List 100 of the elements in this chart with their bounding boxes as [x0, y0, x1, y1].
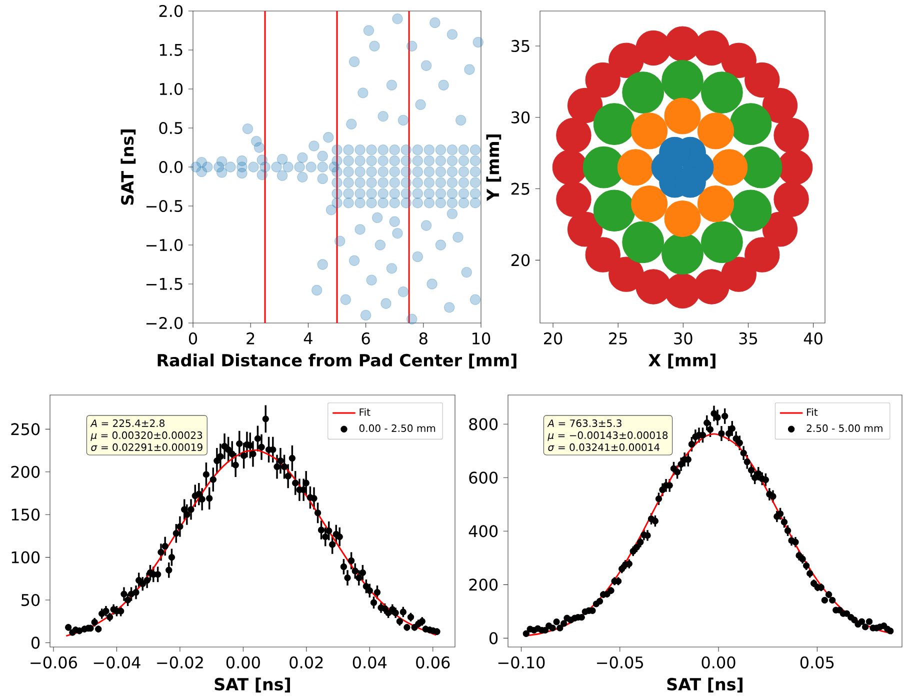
point	[721, 256, 756, 292]
x-axis-title: Radial Distance from Pad Center [mm]	[158, 354, 516, 368]
x-tick-label: −0.06	[30, 656, 77, 668]
legend-label: 0.00 - 2.50 mm	[359, 424, 436, 432]
point	[622, 221, 664, 264]
point	[556, 118, 592, 153]
x-tick-label: 6	[362, 332, 370, 344]
y-tick-label: 600	[469, 472, 498, 484]
point	[664, 200, 701, 238]
point	[664, 273, 700, 308]
y-tick-label: 0	[489, 632, 498, 644]
point	[697, 186, 734, 222]
y-tick-label: 150	[12, 508, 40, 521]
y-tick-label: 25	[511, 182, 530, 195]
point	[697, 112, 734, 150]
y-tick-label: 200	[469, 578, 498, 591]
x-tick-label: 0.05	[800, 656, 834, 668]
x-tick-label: 0.06	[416, 656, 450, 668]
point	[567, 88, 603, 124]
y-tick-label: 35	[511, 40, 530, 52]
y-axis-title: SAT [ns]	[120, 130, 136, 205]
point	[744, 237, 780, 272]
x-tick-label: 30	[674, 332, 692, 344]
x-tick-label: −0.04	[94, 656, 140, 668]
y-tick-label: 200	[11, 466, 40, 478]
annotation: μ = 0.00320±0.00023	[90, 431, 202, 441]
point	[567, 212, 603, 247]
x-tick-label: 25	[609, 332, 627, 344]
y-tick-label: 2.0	[159, 4, 183, 18]
x-tick-label: −0.10	[498, 656, 545, 668]
x-tick-label: 8	[419, 332, 428, 344]
annotation: μ = −0.00143±0.00018	[548, 431, 668, 441]
point	[631, 112, 668, 150]
annotation: σ = 0.02291±0.00019	[91, 443, 202, 451]
x-axis-title: SAT [ns]	[667, 678, 742, 692]
y-tick-label: −1.5	[146, 278, 182, 290]
x-tick-label: −0.05	[597, 656, 643, 668]
point	[744, 62, 780, 98]
point	[585, 62, 620, 98]
point	[556, 182, 592, 217]
y-tick-label: 0.0	[159, 160, 183, 174]
point	[617, 149, 654, 186]
point	[694, 269, 730, 304]
point	[593, 190, 636, 232]
point	[774, 118, 809, 153]
y-tick-label: 30	[511, 111, 530, 124]
x-tick-label: 0	[188, 332, 198, 344]
x-tick-label: 10	[472, 332, 490, 344]
x-tick-label: 0.00	[702, 656, 736, 668]
y-tick-label: −2.0	[146, 316, 183, 330]
y-tick-label: −1.0	[146, 238, 183, 252]
point	[664, 26, 700, 62]
x-tick-label: 0.04	[352, 656, 387, 668]
y-tick-label: 0.5	[159, 122, 182, 134]
y-tick-label: 1.0	[160, 82, 183, 96]
y-tick-label: 1.5	[160, 44, 182, 56]
point	[662, 232, 704, 275]
annotation: A = 225.4±2.8	[90, 419, 164, 427]
x-tick-label: 40	[804, 332, 822, 344]
legend-label: Fit	[807, 408, 818, 416]
point	[585, 237, 620, 272]
legend-label: 2.50 - 5.00 mm	[806, 424, 882, 432]
y-tick-label: 0	[31, 636, 40, 649]
x-tick-label: 0.00	[226, 656, 260, 668]
point	[664, 98, 701, 134]
y-tick-label: −0.5	[146, 200, 182, 212]
x-tick-label: 20	[544, 332, 562, 344]
y-tick-label: 800	[469, 418, 498, 430]
x-tick-label: 0.02	[290, 656, 323, 668]
annotation: A = 763.3±5.3	[547, 419, 622, 427]
y-tick-label: 50	[22, 594, 40, 606]
point	[701, 221, 743, 264]
legend-label: Fit	[360, 408, 370, 416]
point	[762, 212, 798, 247]
point	[701, 72, 743, 114]
x-tick-label: −0.02	[157, 656, 203, 668]
point	[662, 60, 704, 102]
y-tick-label: 400	[468, 525, 498, 538]
x-axis-title: X [mm]	[648, 354, 716, 368]
y-tick-label: 20	[511, 254, 530, 266]
point	[730, 103, 772, 146]
point	[711, 149, 748, 186]
point	[694, 30, 730, 66]
x-axis-title: SAT [ns]	[214, 678, 290, 692]
annotation: σ = 0.03241±0.00014	[548, 443, 660, 451]
point	[721, 42, 756, 78]
y-tick-label: 250	[11, 423, 40, 436]
point	[730, 190, 772, 232]
point	[631, 186, 668, 222]
y-axis-title: Y [mm]	[486, 134, 502, 202]
point	[608, 256, 644, 292]
x-tick-label: 35	[739, 332, 758, 344]
point	[762, 88, 798, 124]
x-tick-label: 4	[304, 332, 312, 344]
point	[636, 269, 671, 304]
point	[608, 42, 644, 78]
point	[636, 30, 671, 66]
x-tick-label: 2	[246, 332, 254, 344]
point	[774, 182, 809, 217]
y-tick-label: 100	[12, 551, 40, 564]
